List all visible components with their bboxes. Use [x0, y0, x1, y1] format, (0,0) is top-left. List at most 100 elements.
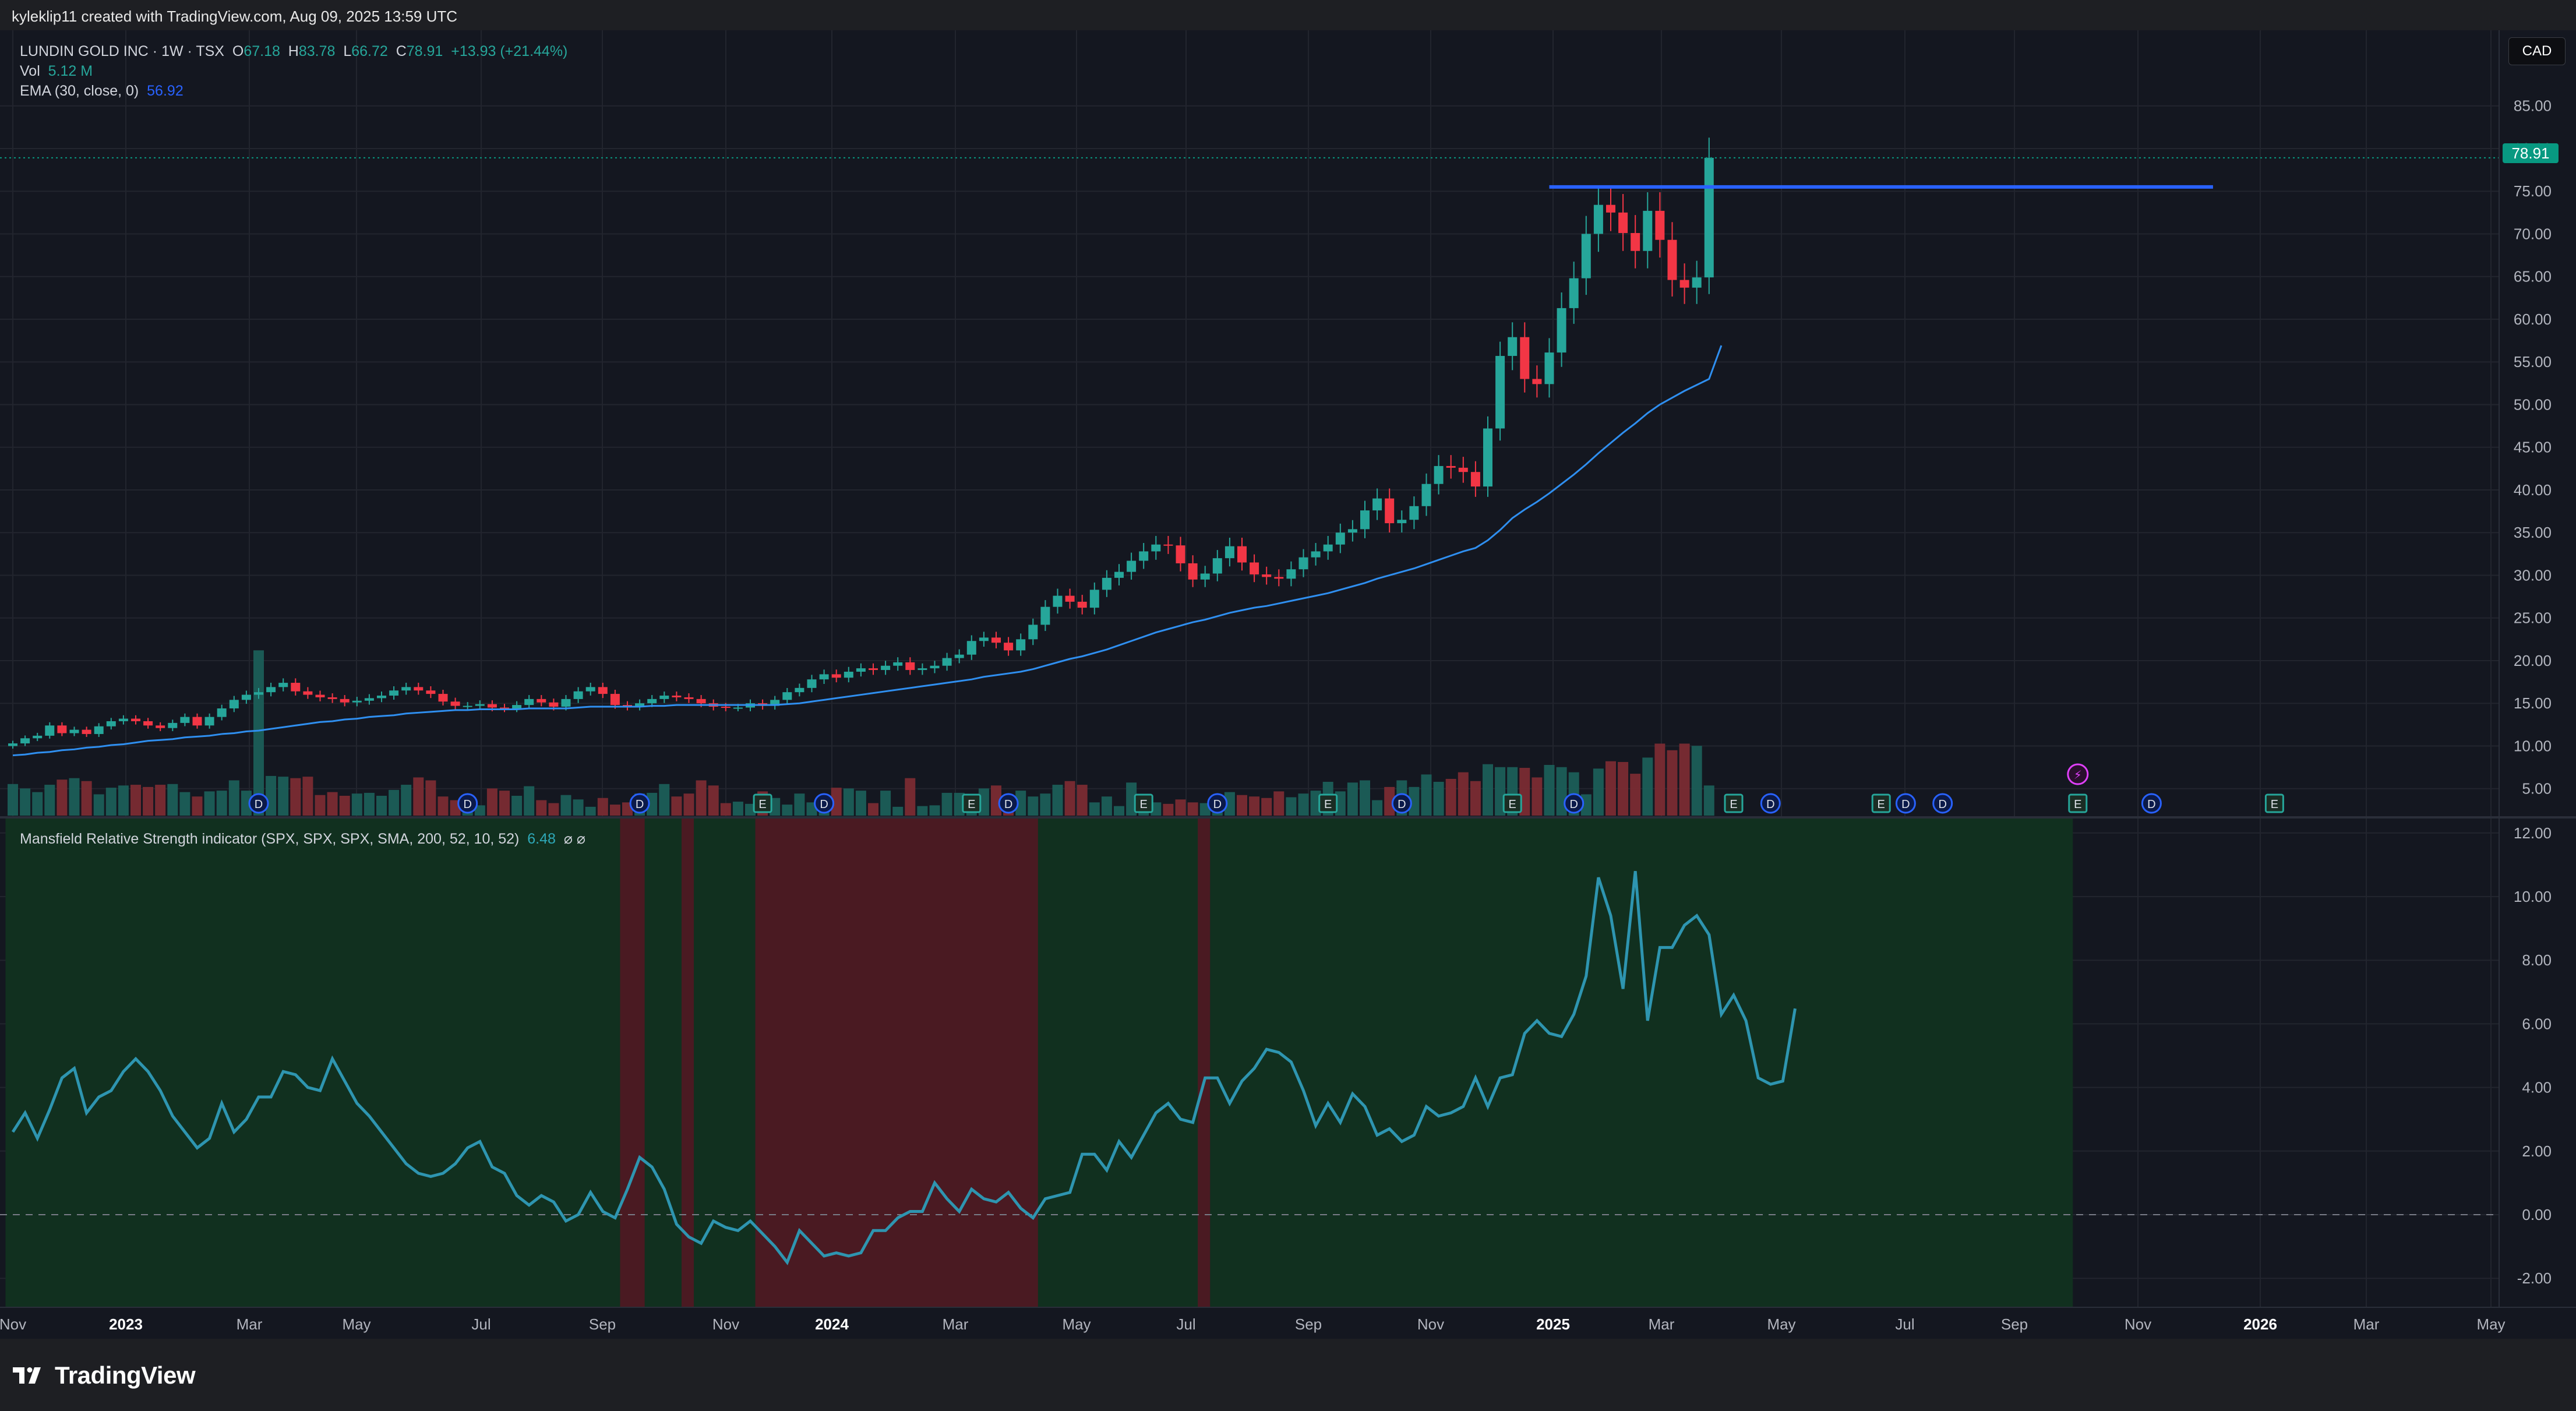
dividend-marker[interactable]: [1932, 793, 1953, 814]
candle-body[interactable]: [807, 679, 817, 688]
lightning-icon[interactable]: [2067, 763, 2089, 785]
candle-body[interactable]: [463, 706, 472, 707]
candle-body[interactable]: [795, 687, 804, 693]
symbol-label[interactable]: LUNDIN GOLD INC · 1W · TSX: [20, 43, 224, 59]
candle-body[interactable]: [1557, 308, 1566, 353]
candle-body[interactable]: [893, 662, 903, 666]
candle-body[interactable]: [266, 687, 276, 693]
price-axis[interactable]: 5.00 10.00 15.00 20.00 25.00 30.00 35.00 40.00 4…: [2514, 97, 2552, 798]
candle-body[interactable]: [1643, 210, 1653, 251]
earnings-marker[interactable]: [2068, 793, 2088, 813]
candle-body[interactable]: [1520, 337, 1530, 379]
earnings-marker[interactable]: [1502, 793, 1522, 813]
candle-body[interactable]: [549, 702, 559, 707]
candle-body[interactable]: [524, 699, 534, 706]
candle-body[interactable]: [33, 735, 43, 739]
dividend-marker[interactable]: [1760, 793, 1781, 814]
candle-body[interactable]: [1335, 532, 1345, 545]
dividend-marker[interactable]: [457, 793, 478, 814]
dividend-marker[interactable]: [2141, 793, 2162, 814]
candle-body[interactable]: [204, 717, 214, 726]
candle-body[interactable]: [1040, 606, 1050, 625]
candle-body[interactable]: [954, 654, 964, 658]
candle-body[interactable]: [635, 703, 645, 707]
candle-body[interactable]: [1200, 573, 1210, 580]
vol-label[interactable]: Vol: [20, 63, 40, 79]
candle-body[interactable]: [1704, 157, 1714, 278]
candle-body[interactable]: [106, 721, 116, 726]
candle-body[interactable]: [94, 726, 104, 734]
candle-body[interactable]: [352, 700, 362, 703]
event-markers[interactable]: D D D E D E D E D E D E D E D E D D E D E ⚡: [248, 763, 2284, 814]
candle-body[interactable]: [217, 708, 227, 717]
candle-body[interactable]: [561, 699, 571, 707]
earnings-marker[interactable]: [1134, 793, 1153, 813]
candle-body[interactable]: [1458, 467, 1468, 472]
earnings-marker[interactable]: [2264, 793, 2284, 813]
dividend-marker[interactable]: [1207, 793, 1228, 814]
candle-body[interactable]: [856, 668, 866, 672]
candle-body[interactable]: [57, 725, 67, 733]
candle-body[interactable]: [512, 705, 522, 708]
candle-body[interactable]: [1434, 465, 1444, 484]
candle-body[interactable]: [1446, 465, 1456, 468]
candle-body[interactable]: [1311, 551, 1321, 558]
candle-body[interactable]: [1163, 544, 1173, 546]
candle-body[interactable]: [1139, 551, 1149, 561]
candle-body[interactable]: [684, 697, 694, 699]
candle-body[interactable]: [156, 725, 165, 728]
candle-body[interactable]: [1347, 529, 1357, 533]
candle-body[interactable]: [1004, 643, 1014, 651]
candle-body[interactable]: [573, 691, 583, 699]
candle-body[interactable]: [340, 699, 350, 703]
candle-body[interactable]: [696, 699, 706, 704]
earnings-marker[interactable]: [962, 793, 982, 813]
candle-body[interactable]: [1077, 601, 1087, 608]
chart-area[interactable]: D D D E D E D E D E D E D E D E D D E D E ⚡ 5.00 10.00 15.00 20.…: [0, 30, 2576, 1339]
candle-body[interactable]: [1286, 569, 1296, 579]
earnings-marker[interactable]: [753, 793, 772, 813]
candle-body[interactable]: [1655, 210, 1665, 240]
candle-body[interactable]: [979, 637, 989, 641]
tradingview-brand[interactable]: TradingView: [12, 1361, 196, 1389]
candle-body[interactable]: [364, 698, 374, 701]
candle-body[interactable]: [1127, 560, 1137, 572]
earnings-marker[interactable]: [1871, 793, 1891, 813]
candle-body[interactable]: [1028, 625, 1038, 640]
candle-body[interactable]: [327, 697, 337, 699]
candle-body[interactable]: [1151, 544, 1161, 552]
candle-body[interactable]: [315, 694, 325, 697]
candle-body[interactable]: [69, 729, 79, 733]
candle-body[interactable]: [1508, 337, 1518, 356]
candle-body[interactable]: [1421, 484, 1431, 506]
candle-body[interactable]: [1692, 277, 1702, 288]
candle-body[interactable]: [844, 671, 853, 678]
candle-body[interactable]: [1606, 204, 1615, 213]
candle-body[interactable]: [598, 687, 608, 694]
candle-body[interactable]: [438, 694, 448, 702]
candle-body[interactable]: [881, 665, 891, 671]
candle-body[interactable]: [389, 690, 399, 696]
candle-body[interactable]: [180, 717, 190, 723]
dividend-marker[interactable]: [1895, 793, 1916, 814]
candle-body[interactable]: [1089, 590, 1099, 608]
dividend-marker[interactable]: [248, 793, 269, 814]
candle-body[interactable]: [8, 743, 17, 746]
candle-body[interactable]: [537, 699, 546, 703]
ema-label[interactable]: EMA (30, close, 0): [20, 83, 139, 99]
candlesticks[interactable]: [8, 137, 1714, 749]
candle-body[interactable]: [1016, 639, 1026, 651]
candle-body[interactable]: [733, 707, 743, 709]
candle-body[interactable]: [991, 637, 1001, 643]
candle-body[interactable]: [647, 699, 657, 704]
currency-badge[interactable]: CAD: [2508, 37, 2566, 65]
candle-body[interactable]: [487, 704, 497, 708]
candle-body[interactable]: [401, 687, 411, 691]
candle-body[interactable]: [1385, 498, 1395, 524]
candle-body[interactable]: [82, 729, 91, 734]
candle-body[interactable]: [241, 694, 251, 700]
candle-body[interactable]: [918, 668, 927, 671]
candle-body[interactable]: [291, 683, 301, 692]
candle-body[interactable]: [1667, 239, 1677, 280]
candle-body[interactable]: [1618, 212, 1628, 233]
